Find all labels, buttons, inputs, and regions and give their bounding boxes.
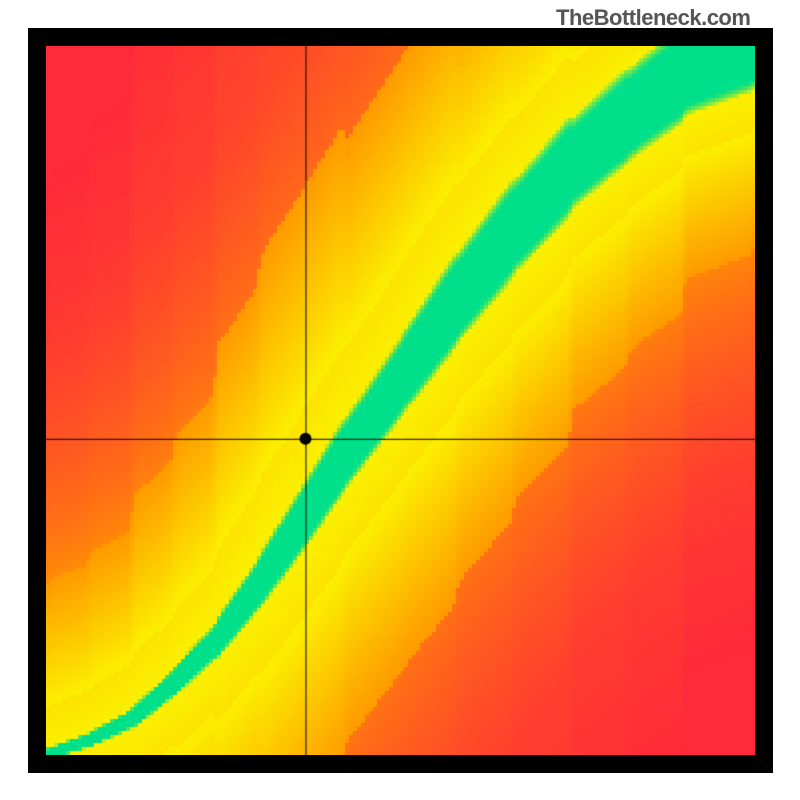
heatmap-plot-area [46,46,755,755]
crosshair-overlay-canvas [46,46,755,755]
